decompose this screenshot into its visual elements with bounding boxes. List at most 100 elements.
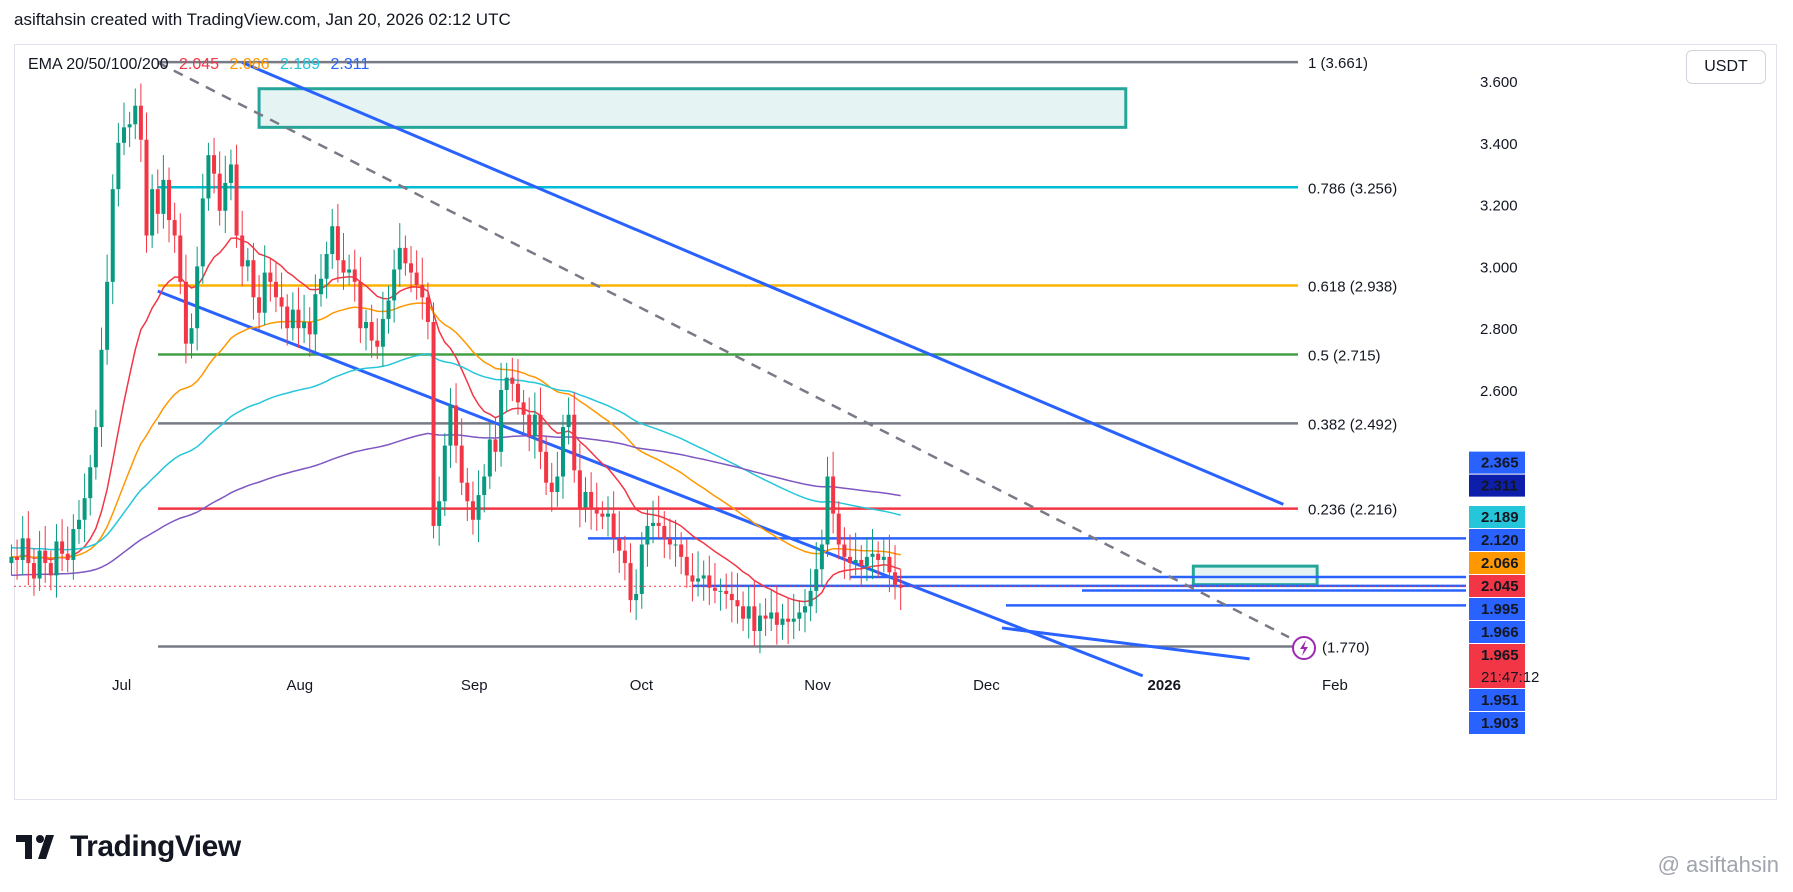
candle-body	[15, 556, 20, 560]
candle-body	[606, 513, 611, 517]
candle-body	[887, 556, 892, 573]
candle-body	[476, 495, 481, 520]
candle-body	[600, 513, 605, 517]
time-axis-tick-5: Dec	[973, 677, 1000, 694]
candle-body	[161, 179, 166, 214]
candle-body	[842, 544, 847, 557]
candle-body	[167, 179, 172, 221]
candle-body	[296, 309, 301, 329]
chart-attribution: asiftahsin created with TradingView.com,…	[14, 10, 511, 29]
price-badge-8	[1469, 643, 1525, 688]
candle-body	[527, 414, 532, 437]
price-badge-label-9: 1.951	[1481, 692, 1519, 709]
candle-body	[20, 538, 25, 560]
candle-body	[37, 550, 42, 579]
candle-body	[791, 618, 796, 622]
candle-body	[836, 513, 841, 545]
candle-body	[262, 272, 267, 313]
candle-body	[819, 544, 824, 570]
candle-body	[397, 247, 402, 270]
candle-body	[414, 272, 419, 285]
time-axis-tick-0: Jul	[112, 677, 131, 694]
candle-body	[268, 272, 273, 282]
ema-20-value: 2.045	[179, 56, 220, 73]
candle-body	[577, 470, 582, 508]
candle-body	[105, 281, 110, 350]
currency-selector-button[interactable]: USDT	[1686, 50, 1766, 84]
time-axis-tick-3: Oct	[630, 677, 654, 694]
candle-body	[774, 612, 779, 625]
candle-body	[515, 383, 520, 403]
price-badge-label-7: 1.966	[1481, 624, 1519, 641]
candle-body	[392, 269, 397, 301]
candle-body	[555, 476, 560, 492]
price-badge-2	[1469, 505, 1525, 528]
candle-body	[99, 349, 104, 428]
candle-body	[133, 105, 138, 125]
tradingview-logo[interactable]: TradingView	[16, 830, 241, 864]
candle-body	[65, 553, 70, 560]
price-badge-0	[1469, 451, 1525, 474]
fib-level-label-1: 0.786 (3.256)	[1308, 180, 1397, 197]
candle-body	[122, 127, 126, 143]
candle-body	[82, 498, 87, 520]
price-badge-label-0: 2.365	[1481, 455, 1519, 472]
price-axis-tick-4: 3.400	[1480, 136, 1518, 153]
price-axis-tick-3: 3.200	[1480, 198, 1518, 215]
candle-body	[572, 414, 577, 471]
candle-body	[831, 476, 836, 514]
tradingview-logo-text: TradingView	[70, 830, 241, 863]
candle-body	[448, 405, 453, 446]
candle-body	[544, 451, 549, 483]
candle-body	[560, 427, 565, 477]
candle-body	[679, 544, 684, 557]
time-axis-tick-7: Feb	[1322, 677, 1348, 694]
candle-body	[43, 550, 48, 564]
candle-body	[589, 491, 594, 508]
ema-50-line	[11, 302, 901, 559]
candle-body	[200, 198, 205, 267]
candle-body	[76, 519, 81, 530]
candle-body	[212, 155, 217, 174]
candle-body	[814, 569, 819, 591]
ema-20-line	[11, 237, 901, 603]
candle-body	[487, 439, 492, 477]
candle-body	[786, 618, 791, 622]
candle-body	[217, 173, 222, 211]
time-axis-tick-4: Nov	[804, 677, 831, 694]
candle-body	[757, 615, 762, 632]
candle-body	[234, 164, 239, 236]
candle-body	[285, 306, 290, 329]
candle-body	[549, 482, 554, 492]
candle-body	[71, 529, 76, 560]
candle-body	[482, 476, 487, 496]
candle-body	[712, 587, 717, 591]
candle-body	[470, 501, 475, 520]
price-axis-tick-2: 3.000	[1480, 259, 1518, 276]
candle-body	[707, 575, 712, 588]
fib-level-label-6: (1.770)	[1322, 639, 1370, 656]
candle-body	[116, 142, 121, 190]
tradingview-logo-icon	[16, 835, 54, 859]
candle-body	[729, 593, 734, 601]
candle-body	[741, 606, 746, 619]
candle-body	[639, 544, 644, 594]
candle-body	[594, 507, 599, 514]
candle-body	[60, 541, 65, 554]
candle-body	[155, 189, 160, 214]
candle-body	[465, 482, 470, 502]
price-badge-label-4: 2.066	[1481, 555, 1519, 572]
time-axis-tick-1: Aug	[286, 677, 313, 694]
candle-body	[431, 322, 436, 526]
candle-body	[459, 445, 464, 483]
price-axis-tick-1: 2.800	[1480, 321, 1518, 338]
candle-body	[245, 260, 250, 267]
candle-body	[364, 322, 369, 329]
candle-body	[504, 377, 509, 390]
candle-body	[696, 578, 701, 582]
candle-body	[257, 297, 262, 313]
candle-body	[532, 414, 537, 437]
price-badge-9	[1469, 688, 1525, 711]
channel-line-1	[157, 289, 1144, 678]
